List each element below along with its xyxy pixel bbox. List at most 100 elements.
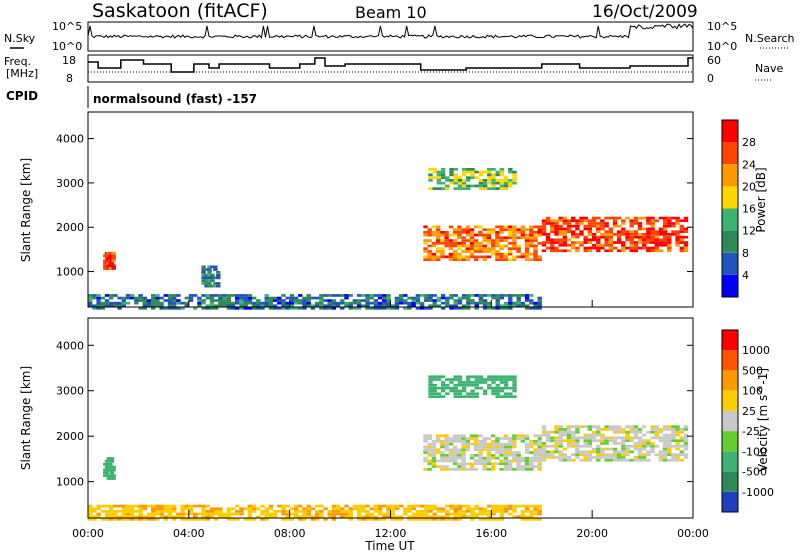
power-cell bbox=[377, 304, 383, 308]
power-cell bbox=[566, 238, 572, 242]
velocity-cell bbox=[151, 510, 156, 513]
power-cell bbox=[306, 304, 311, 308]
velocity-cell bbox=[575, 439, 580, 442]
power-cell bbox=[499, 258, 504, 261]
xtick-label: 08:00 bbox=[274, 527, 306, 540]
velocity-cell bbox=[529, 459, 534, 463]
power-cell bbox=[243, 301, 248, 305]
velocity-cell bbox=[247, 515, 253, 518]
velocity-cell bbox=[512, 378, 517, 381]
power-cell bbox=[264, 304, 269, 308]
power-cell bbox=[495, 181, 500, 185]
velocity-cell bbox=[461, 445, 466, 449]
power-cell bbox=[608, 238, 613, 242]
power-cell bbox=[642, 235, 647, 239]
velocity-cell bbox=[499, 448, 504, 452]
velocity-cell bbox=[503, 434, 509, 438]
power-cell bbox=[327, 307, 332, 310]
velocity-cell bbox=[431, 451, 437, 454]
power-cell bbox=[247, 301, 253, 305]
power-cell bbox=[146, 299, 152, 302]
velocity-cell bbox=[461, 510, 467, 513]
velocity-cell bbox=[478, 518, 484, 521]
velocity-cell bbox=[507, 448, 513, 452]
power-cell bbox=[491, 179, 496, 182]
power-cell bbox=[201, 273, 206, 277]
velocity-cell bbox=[571, 430, 576, 434]
power-cell bbox=[600, 227, 605, 231]
power-cell bbox=[499, 170, 505, 174]
power-cell bbox=[461, 296, 467, 300]
velocity-cell bbox=[612, 425, 618, 428]
colorbar-segment bbox=[722, 431, 738, 452]
power-cell bbox=[654, 238, 659, 242]
velocity-cell bbox=[285, 518, 290, 521]
power-cell bbox=[533, 247, 538, 250]
power-cell bbox=[352, 307, 358, 310]
power-cell bbox=[541, 233, 547, 236]
velocity-cell bbox=[675, 456, 680, 459]
power-cell bbox=[159, 304, 164, 308]
velocity-cell bbox=[625, 447, 630, 451]
velocity-cell bbox=[121, 504, 126, 508]
velocity-cell bbox=[508, 375, 513, 379]
velocity-cell bbox=[482, 456, 487, 460]
power-cell bbox=[679, 241, 684, 244]
velocity-cell bbox=[503, 448, 509, 452]
velocity-cell bbox=[457, 465, 462, 468]
velocity-cell bbox=[432, 504, 437, 508]
power-cell bbox=[403, 294, 408, 297]
velocity-cell bbox=[424, 518, 429, 521]
power-cell bbox=[520, 231, 525, 234]
power-cell bbox=[558, 241, 563, 244]
velocity-cell bbox=[675, 453, 680, 456]
velocity-cell bbox=[679, 439, 684, 442]
power-cell bbox=[457, 187, 463, 190]
power-cell bbox=[508, 307, 513, 310]
velocity-cell bbox=[512, 375, 517, 379]
power-cell bbox=[491, 307, 496, 310]
power-cell bbox=[524, 244, 530, 248]
velocity-cell bbox=[533, 518, 538, 521]
power-cell bbox=[562, 243, 567, 247]
freq-tick-bottom: 8 bbox=[66, 72, 73, 85]
velocity-cell bbox=[230, 507, 236, 511]
power-cell bbox=[587, 249, 593, 253]
power-cell bbox=[491, 173, 496, 177]
velocity-cell bbox=[474, 507, 479, 511]
velocity-cell bbox=[461, 434, 466, 438]
velocity-cell bbox=[608, 428, 613, 431]
power-cell bbox=[621, 230, 626, 233]
power-cell bbox=[103, 259, 108, 263]
power-cell bbox=[167, 307, 173, 310]
velocity-cell bbox=[608, 456, 613, 459]
power-cell bbox=[427, 239, 432, 242]
power-cell bbox=[667, 243, 672, 247]
power-cell bbox=[608, 249, 613, 253]
power-cell bbox=[449, 170, 454, 174]
power-cell bbox=[629, 219, 634, 223]
velocity-cell bbox=[96, 512, 101, 516]
power-cell bbox=[650, 222, 655, 225]
power-cell bbox=[616, 216, 622, 220]
velocity-cell bbox=[155, 518, 160, 521]
velocity-cell bbox=[260, 504, 265, 508]
power-cell bbox=[545, 219, 551, 223]
velocity-cell bbox=[621, 453, 626, 456]
velocity-cell bbox=[591, 433, 597, 437]
power-cell bbox=[566, 230, 572, 233]
power-cell bbox=[679, 249, 684, 253]
velocity-cell bbox=[125, 507, 131, 511]
power-cell bbox=[554, 241, 559, 244]
power-cell bbox=[612, 233, 618, 236]
power-cell bbox=[151, 307, 156, 310]
velocity-cell bbox=[499, 507, 505, 511]
velocity-cell bbox=[562, 458, 567, 462]
velocity-cell bbox=[398, 518, 404, 521]
power-cell bbox=[583, 246, 588, 250]
power-cell bbox=[487, 307, 492, 310]
velocity-cell bbox=[503, 451, 509, 454]
power-cell bbox=[167, 301, 173, 305]
power-cell bbox=[281, 301, 286, 305]
velocity-cell bbox=[516, 515, 521, 518]
